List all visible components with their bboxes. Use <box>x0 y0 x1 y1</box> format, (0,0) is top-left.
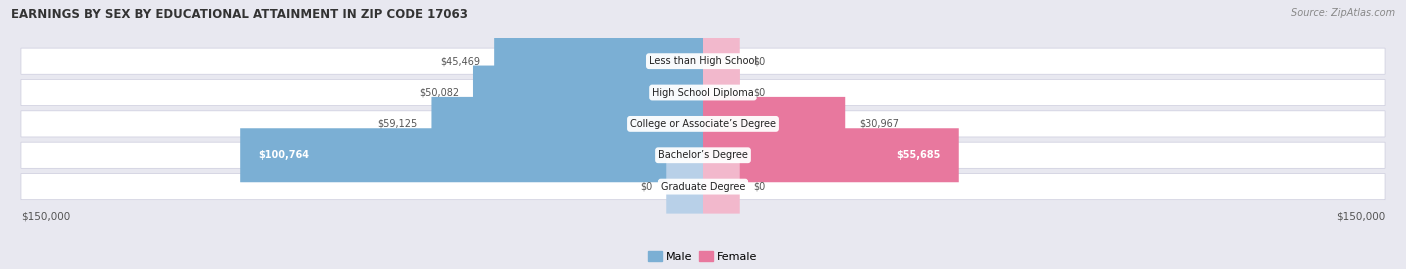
FancyBboxPatch shape <box>494 34 703 88</box>
Text: Graduate Degree: Graduate Degree <box>661 182 745 192</box>
FancyBboxPatch shape <box>21 111 1385 137</box>
Text: EARNINGS BY SEX BY EDUCATIONAL ATTAINMENT IN ZIP CODE 17063: EARNINGS BY SEX BY EDUCATIONAL ATTAINMEN… <box>11 8 468 21</box>
Text: College or Associate’s Degree: College or Associate’s Degree <box>630 119 776 129</box>
Text: $59,125: $59,125 <box>377 119 418 129</box>
FancyBboxPatch shape <box>703 160 740 214</box>
Text: $30,967: $30,967 <box>859 119 898 129</box>
FancyBboxPatch shape <box>21 142 1385 168</box>
FancyBboxPatch shape <box>703 97 845 151</box>
Text: $0: $0 <box>754 182 766 192</box>
Text: Source: ZipAtlas.com: Source: ZipAtlas.com <box>1291 8 1395 18</box>
Text: Bachelor’s Degree: Bachelor’s Degree <box>658 150 748 160</box>
FancyBboxPatch shape <box>666 160 703 214</box>
FancyBboxPatch shape <box>21 174 1385 200</box>
Text: Less than High School: Less than High School <box>650 56 756 66</box>
FancyBboxPatch shape <box>703 128 959 182</box>
Text: $150,000: $150,000 <box>21 212 70 222</box>
FancyBboxPatch shape <box>703 34 740 88</box>
FancyBboxPatch shape <box>432 97 703 151</box>
Text: $100,764: $100,764 <box>259 150 309 160</box>
FancyBboxPatch shape <box>240 128 703 182</box>
Text: $150,000: $150,000 <box>1336 212 1385 222</box>
Text: $0: $0 <box>754 87 766 98</box>
FancyBboxPatch shape <box>472 66 703 119</box>
Text: High School Diploma: High School Diploma <box>652 87 754 98</box>
Text: $45,469: $45,469 <box>440 56 481 66</box>
Text: $0: $0 <box>640 182 652 192</box>
Text: $55,685: $55,685 <box>896 150 941 160</box>
FancyBboxPatch shape <box>21 79 1385 106</box>
Legend: Male, Female: Male, Female <box>644 247 762 266</box>
Text: $0: $0 <box>754 56 766 66</box>
FancyBboxPatch shape <box>703 66 740 119</box>
Text: $50,082: $50,082 <box>419 87 460 98</box>
FancyBboxPatch shape <box>21 48 1385 74</box>
